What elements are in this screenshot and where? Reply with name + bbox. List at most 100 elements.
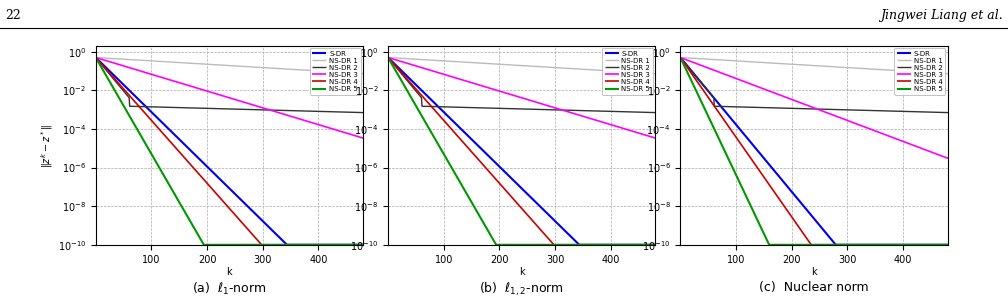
S-DR [808,217,821,221]
NS-DR 5 [91,57,103,60]
NS-DR 4 [533,226,545,230]
NS-DR 1 [91,56,103,59]
NS-DR 1 [841,66,853,69]
S-DR [675,56,687,60]
Text: (b)  $\ell_{1,2}$-norm: (b) $\ell_{1,2}$-norm [479,281,564,298]
NS-DR 3 [902,142,914,145]
NS-DR 3 [841,118,853,122]
NS-DR 5 [241,243,253,247]
NS-DR 4 [383,56,395,60]
NS-DR 1 [675,56,687,59]
NS-DR 1 [946,72,958,76]
NS-DR 3 [660,140,672,143]
NS-DR 2 [653,111,665,114]
NS-DR 3 [826,113,838,116]
S-DR [533,203,545,207]
NS-DR 2 [808,107,821,111]
NS-DR 4 [362,243,374,247]
NS-DR 5 [807,243,820,247]
NS-DR 1 [241,65,253,69]
NS-DR 3 [361,137,373,141]
NS-DR 1 [361,72,373,76]
NS-DR 5 [947,243,959,247]
Legend: S-DR, NS-DR 1, NS-DR 2, NS-DR 3, NS-DR 4, NS-DR 5: S-DR, NS-DR 1, NS-DR 2, NS-DR 3, NS-DR 4… [602,48,653,95]
NS-DR 5 [660,243,672,247]
NS-DR 2 [826,108,838,111]
S-DR [660,243,672,247]
Text: 22: 22 [5,9,21,22]
NS-DR 3 [516,96,528,100]
NS-DR 5 [548,243,560,247]
Line: NS-DR 5: NS-DR 5 [681,59,959,245]
NS-DR 1 [902,69,914,73]
NS-DR 3 [91,56,103,60]
NS-DR 5 [763,243,775,247]
S-DR [256,218,268,222]
NS-DR 3 [318,125,330,128]
NS-DR 4 [256,243,268,247]
NS-DR 2 [91,56,103,60]
Line: NS-DR 2: NS-DR 2 [97,58,374,113]
Line: NS-DR 1: NS-DR 1 [97,58,374,74]
Line: S-DR: S-DR [389,58,666,245]
Line: NS-DR 1: NS-DR 1 [389,58,666,74]
NS-DR 4 [516,207,528,211]
NS-DR 5 [953,243,965,247]
NS-DR 1 [806,64,818,67]
S-DR [222,185,234,189]
NS-DR 3 [368,140,380,143]
NS-DR 2 [660,111,672,115]
NS-DR 3 [675,56,687,60]
NS-DR 4 [809,243,822,247]
Line: NS-DR 3: NS-DR 3 [97,58,374,141]
NS-DR 3 [514,95,526,99]
NS-DR 3 [533,101,545,105]
NS-DR 2 [516,107,528,111]
NS-DR 1 [318,69,330,73]
NS-DR 5 [841,243,853,247]
NS-DR 3 [653,137,665,141]
S-DR [947,243,959,247]
NS-DR 3 [610,125,622,128]
NS-DR 4 [548,243,560,247]
NS-DR 4 [256,243,268,247]
NS-DR 5 [903,243,915,247]
NS-DR 1 [533,65,545,69]
NS-DR 4 [826,243,838,247]
NS-DR 5 [362,243,374,247]
NS-DR 1 [653,72,665,76]
S-DR [826,237,838,241]
NS-DR 2 [806,107,818,111]
Text: Jingwei Liang et al.: Jingwei Liang et al. [880,9,1003,22]
NS-DR 5 [383,57,395,60]
S-DR [903,243,915,247]
NS-DR 3 [241,101,253,105]
NS-DR 2 [222,107,234,111]
NS-DR 1 [514,64,526,67]
NS-DR 5 [319,243,331,247]
NS-DR 2 [241,108,253,111]
NS-DR 5 [199,243,211,247]
NS-DR 5 [675,57,687,61]
NS-DR 5 [517,243,529,247]
S-DR [91,56,103,60]
S-DR [383,56,395,60]
NS-DR 4 [514,205,526,209]
NS-DR 4 [91,56,103,60]
NS-DR 1 [548,66,560,69]
NS-DR 4 [675,57,687,60]
NS-DR 4 [953,243,965,247]
Line: NS-DR 5: NS-DR 5 [389,58,666,245]
S-DR [574,243,586,247]
NS-DR 4 [807,243,820,247]
NS-DR 1 [368,73,380,76]
NS-DR 2 [514,107,526,111]
NS-DR 1 [953,73,965,76]
S-DR [514,185,526,189]
NS-DR 5 [491,243,503,247]
Legend: S-DR, NS-DR 1, NS-DR 2, NS-DR 3, NS-DR 4, NS-DR 5: S-DR, NS-DR 1, NS-DR 2, NS-DR 3, NS-DR 4… [894,48,946,95]
Line: NS-DR 3: NS-DR 3 [681,58,959,162]
NS-DR 4 [368,243,380,247]
S-DR [841,243,853,247]
Line: S-DR: S-DR [681,58,959,245]
